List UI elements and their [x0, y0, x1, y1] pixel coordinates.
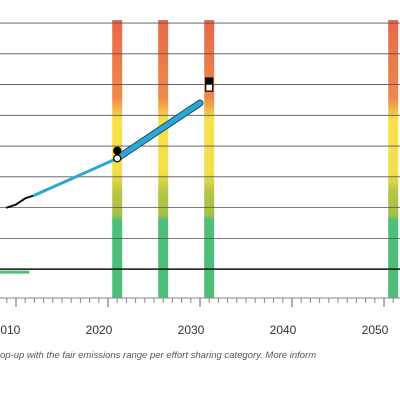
marker	[113, 154, 122, 163]
series-line	[32, 156, 119, 197]
marker	[113, 146, 122, 155]
range-bar	[204, 20, 215, 298]
range-bar	[388, 20, 399, 298]
series-line	[5, 194, 36, 209]
series-line	[114, 100, 203, 161]
footnote: op-up with the fair emissions range per …	[0, 350, 316, 361]
x-tick-label: 2040	[270, 323, 297, 337]
x-tick-label: 2020	[86, 323, 113, 337]
x-tick-label: 2010	[0, 323, 21, 337]
x-tick-label: 2030	[178, 323, 205, 337]
x-tick-label: 2050	[362, 323, 389, 337]
range-bar	[158, 20, 169, 298]
marker	[205, 83, 214, 92]
